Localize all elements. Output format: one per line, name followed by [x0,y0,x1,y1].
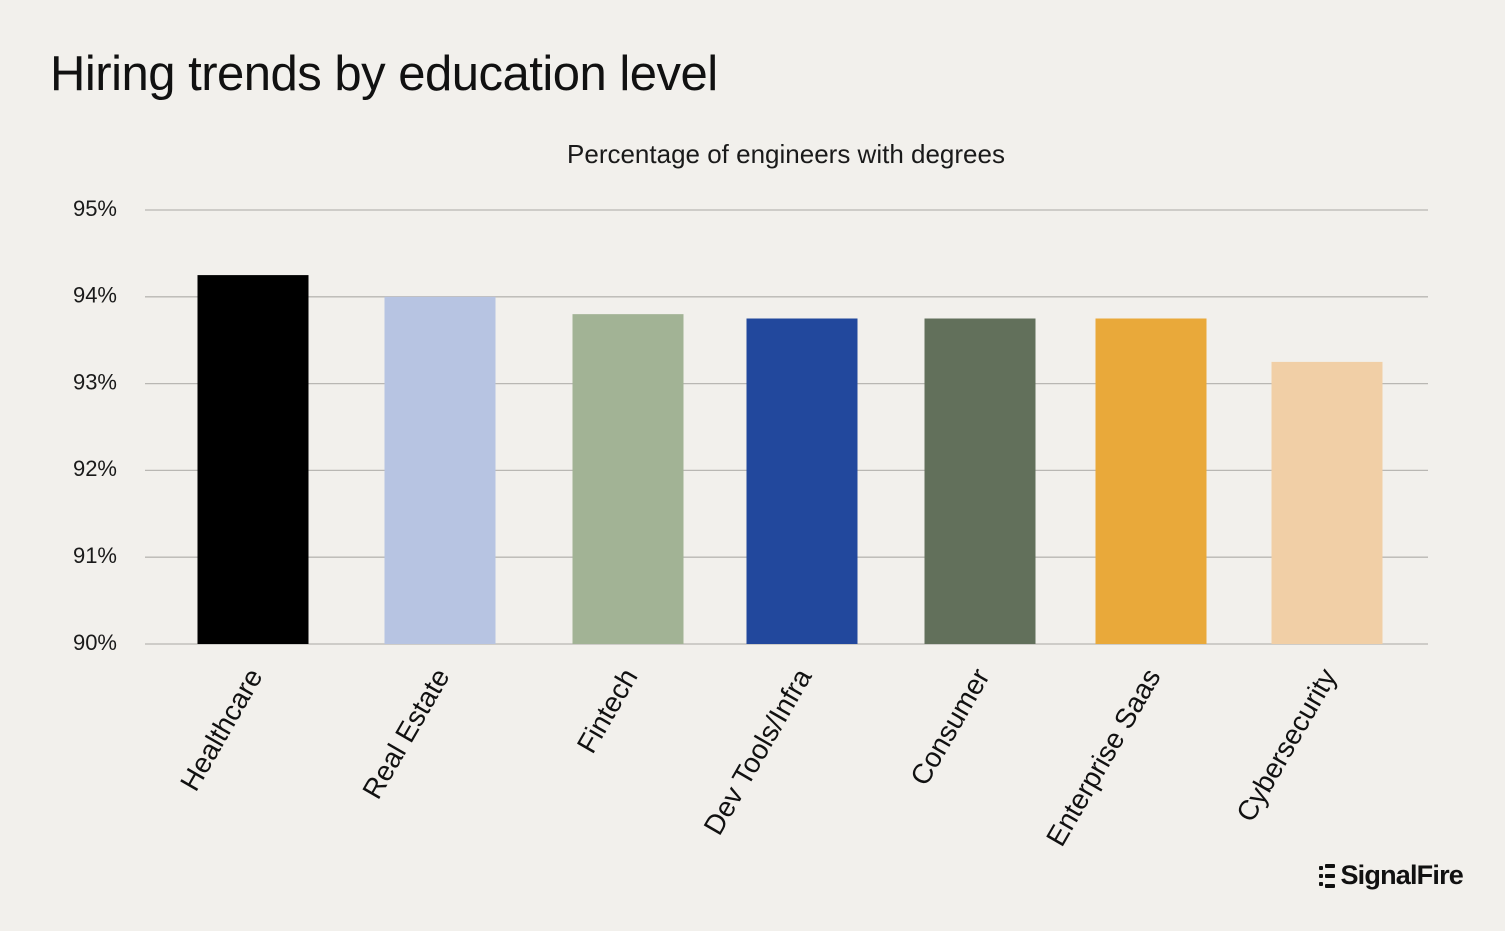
x-tick-label: Real Estate [356,663,455,804]
signalfire-mark-icon [1319,863,1336,888]
bar [384,296,496,644]
bar [197,275,309,644]
y-tick-label: 92% [73,456,117,481]
x-tick-label: Enterprise Saas [1040,663,1166,851]
x-tick-label: Cybersecurity [1230,663,1342,827]
signalfire-logo: SignalFire [1319,860,1464,891]
y-axis-ticks: 90% 91% 92% 93% 94% 95% [73,196,117,655]
bar [924,318,1036,644]
x-axis-labels: Healthcare Real Estate Fintech Dev Tools/In… [174,663,1343,851]
x-tick-label: Dev Tools/Infra [698,663,818,840]
page-title: Hiring trends by education level [50,47,718,101]
bar [1271,361,1383,644]
y-tick-label: 94% [73,283,117,308]
y-tick-label: 91% [73,543,117,568]
x-tick-label: Fintech [571,663,644,758]
x-tick-label: Healthcare [174,663,269,796]
y-tick-label: 90% [73,630,117,655]
bars [197,275,1383,644]
x-tick-label: Consumer [904,663,995,790]
bar [1095,318,1207,644]
y-tick-label: 95% [73,196,117,221]
bar [572,314,684,644]
chart-title: Percentage of engineers with degrees [567,139,1005,169]
bar [746,318,858,644]
y-tick-label: 93% [73,369,117,394]
logo-text: SignalFire [1340,860,1463,890]
